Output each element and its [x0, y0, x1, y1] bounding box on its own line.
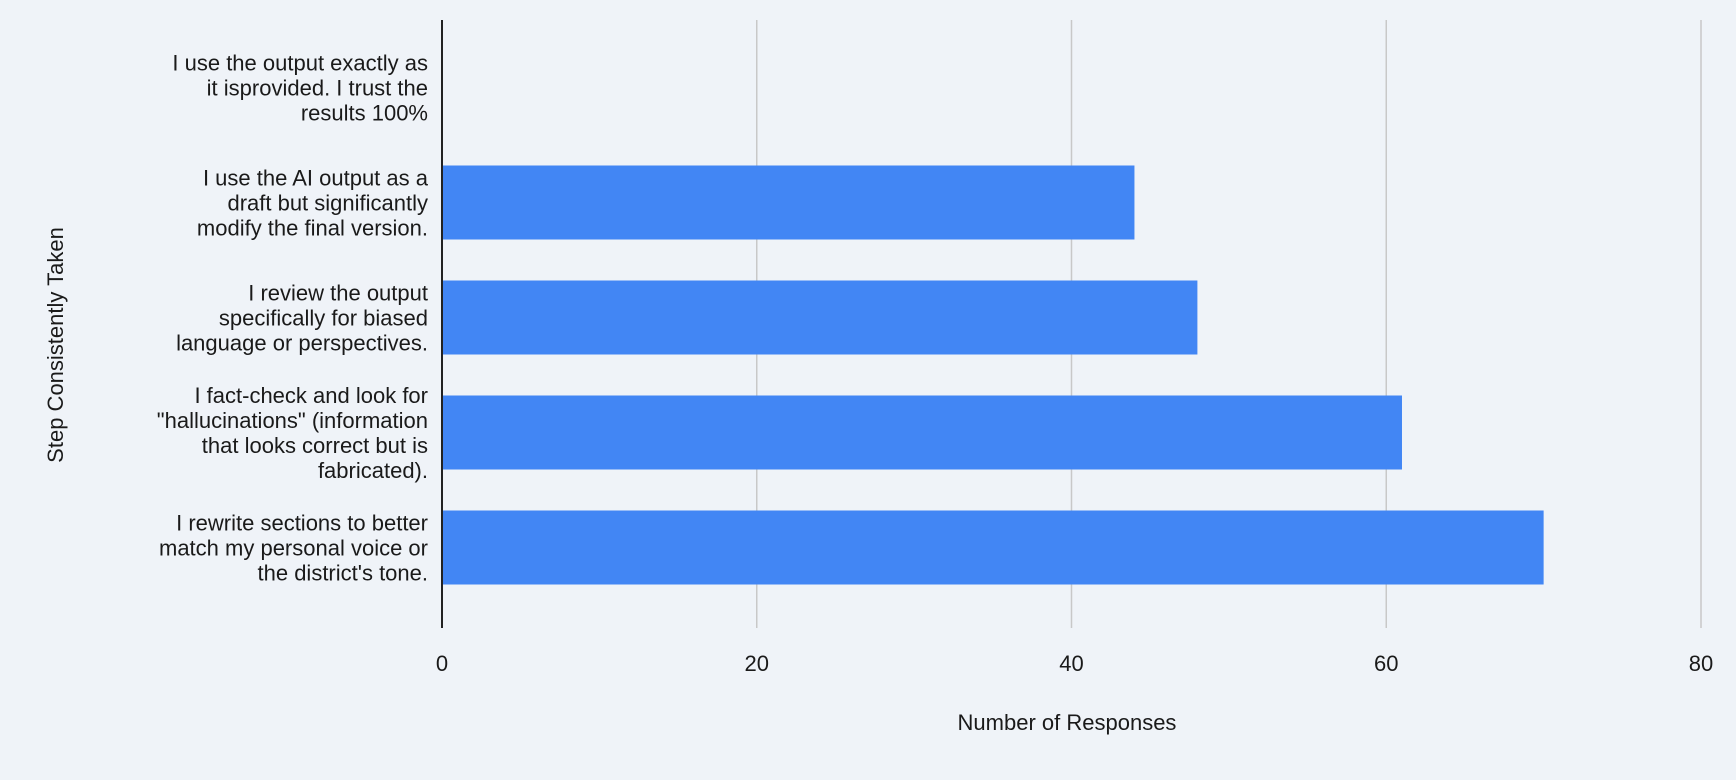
category-label-line: I use the output exactly as — [172, 51, 428, 76]
category-label-line: I review the output — [248, 281, 428, 306]
bar — [442, 395, 1402, 470]
category-label-line: that looks correct but is — [202, 433, 428, 458]
x-axis-title: Number of Responses — [958, 710, 1177, 735]
x-tick-labels: 0 20 40 60 80 — [436, 651, 1713, 676]
category-label-line: I use the AI output as a — [203, 166, 429, 191]
bars — [442, 165, 1544, 585]
bar — [442, 165, 1135, 240]
category-label-line: specifically for biased — [219, 306, 428, 331]
x-tick-label: 20 — [745, 651, 769, 676]
category-label-line: language or perspectives. — [176, 331, 428, 356]
category-label-line: I rewrite sections to better — [176, 511, 428, 536]
category-label-line: fabricated). — [318, 458, 428, 483]
y-axis-title: Step Consistently Taken — [43, 227, 68, 463]
category-label-line: "hallucinations" (information — [157, 408, 428, 433]
category-label: I fact-check and look for"hallucinations… — [157, 383, 428, 483]
x-tick-label: 0 — [436, 651, 448, 676]
category-label-line: I fact-check and look for — [194, 383, 428, 408]
x-tick-label: 80 — [1689, 651, 1713, 676]
bar — [442, 510, 1544, 585]
x-tick-label: 40 — [1059, 651, 1083, 676]
x-tick-label: 60 — [1374, 651, 1398, 676]
category-label-line: draft but significantly — [227, 191, 428, 216]
category-label-line: results 100% — [301, 101, 428, 126]
category-label-line: it isprovided. I trust the — [207, 76, 428, 101]
category-label-line: modify the final version. — [197, 216, 428, 241]
category-label-line: match my personal voice or — [159, 536, 428, 561]
bar — [442, 280, 1198, 355]
category-label-line: the district's tone. — [258, 561, 429, 586]
